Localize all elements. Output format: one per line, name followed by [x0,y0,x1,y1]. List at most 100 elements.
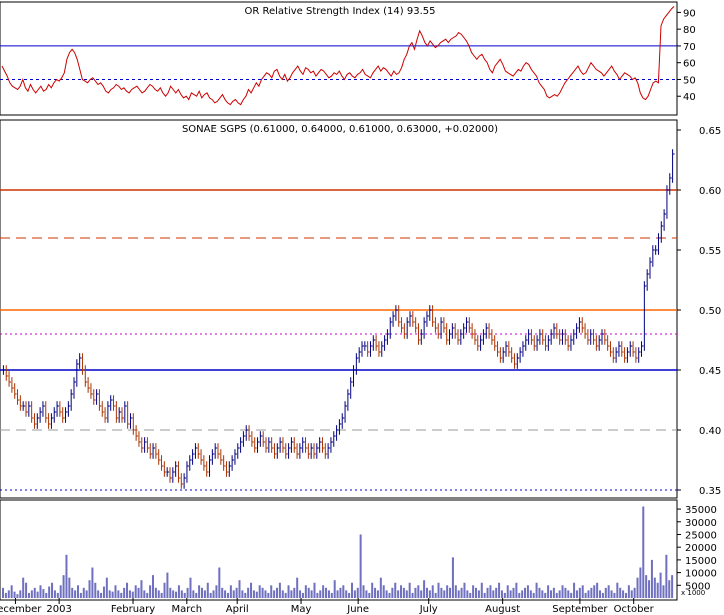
volume-bar [578,587,581,598]
volume-bar [160,592,163,598]
volume-bar [172,590,175,598]
volume-bar [180,590,183,598]
volume-tick-label: 25000 [685,530,717,541]
rsi-axis: 90 80 70 60 50 40 [677,8,696,103]
volume-bar [544,592,547,598]
rsi-tick-label: 60 [683,59,696,70]
volume-bar [653,577,656,598]
volume-bar [506,585,509,598]
volume-bar [613,592,616,598]
volume-bar [36,591,39,598]
rsi-tick-label: 40 [683,92,696,103]
volume-bar [622,590,625,598]
volume-bar [561,585,564,598]
x-tick-label: July [419,604,438,615]
volume-bar [633,587,636,598]
volume-bar [665,554,668,598]
volume-bar [76,585,80,598]
volume-bar [232,590,235,598]
volume-bar [267,592,270,598]
volume-bar [463,582,466,598]
volume-bar [500,590,503,598]
volume-bar [590,587,593,598]
price-tick-label: 0.60 [699,186,721,197]
rsi-panel: OR Relative Strength Index (14) 93.55 90… [0,1,696,116]
volume-bar [296,577,299,598]
volume-bar [137,587,140,598]
volume-bar [102,586,105,598]
volume-bar [247,587,250,598]
x-axis: December 2003 February March April May June Jul… [0,598,655,615]
volume-bar [264,590,267,598]
volume-bar [261,587,264,598]
volume-bar [515,582,518,598]
volume-bar [668,580,671,598]
volume-bar [88,580,91,598]
volume-bar [301,592,304,598]
volume-bar [287,585,290,598]
volume-bar [492,590,495,598]
volume-bar [348,592,351,598]
volume-bar [212,590,215,598]
volume-bar [411,592,414,598]
volume-bar [166,572,169,598]
volume-bars [2,506,674,598]
volume-bar [30,590,33,598]
volume-bar [659,572,662,598]
volume-tick-label: 5000 [685,581,710,592]
volume-tick-label: 10000 [685,569,717,580]
volume-bar [469,592,472,598]
volume-bar [391,587,394,598]
x-tick-label: February [111,604,155,615]
volume-bar [123,587,126,598]
volume-bar [454,585,457,598]
volume-bar [483,592,486,598]
volume-bar [630,590,633,598]
price-panel: SONAE SGPS (0.61000, 0.64000, 0.61000, 0… [0,119,721,499]
volume-bar [82,587,85,598]
volume-bar [642,506,645,598]
price-levels [0,189,677,491]
volume-bar [555,592,558,598]
volume-bar [290,590,293,598]
rsi-tick-label: 50 [683,75,696,86]
volume-bar [451,557,454,598]
volume-bar [650,559,653,598]
volume-bar [325,587,328,598]
volume-bar [472,585,475,598]
volume-bar [10,585,13,598]
volume-bar [529,590,532,598]
volume-bar [316,592,319,598]
volume-bar [192,590,195,598]
volume-bar [397,590,400,598]
volume-bar [437,582,440,598]
volume-bar [601,592,604,598]
volume-bar [48,586,51,598]
volume-bar [400,585,403,598]
volume-bar [440,587,443,598]
volume-bar [466,590,469,598]
volume-bar [310,590,313,598]
rsi-tick-label: 80 [683,25,696,36]
volume-bar [581,585,584,598]
volume-bar [53,590,56,598]
volume-bar [671,575,674,598]
volume-bar [495,587,498,598]
volume-bar [146,592,149,598]
volume-bar [607,585,610,598]
volume-bar [209,592,212,598]
rsi-tick-label: 70 [683,42,696,53]
volume-bar [215,585,218,598]
volume-bar [281,590,284,598]
volume-bar [299,590,302,598]
volume-bar [443,590,446,598]
volume-bar [449,587,452,598]
volume-bar [599,590,602,598]
volume-bar [97,590,100,598]
volume-bar [350,582,353,598]
volume-bar [284,592,287,598]
volume-bar [278,582,281,598]
volume-bar [604,587,607,598]
volume-bar [189,577,192,598]
